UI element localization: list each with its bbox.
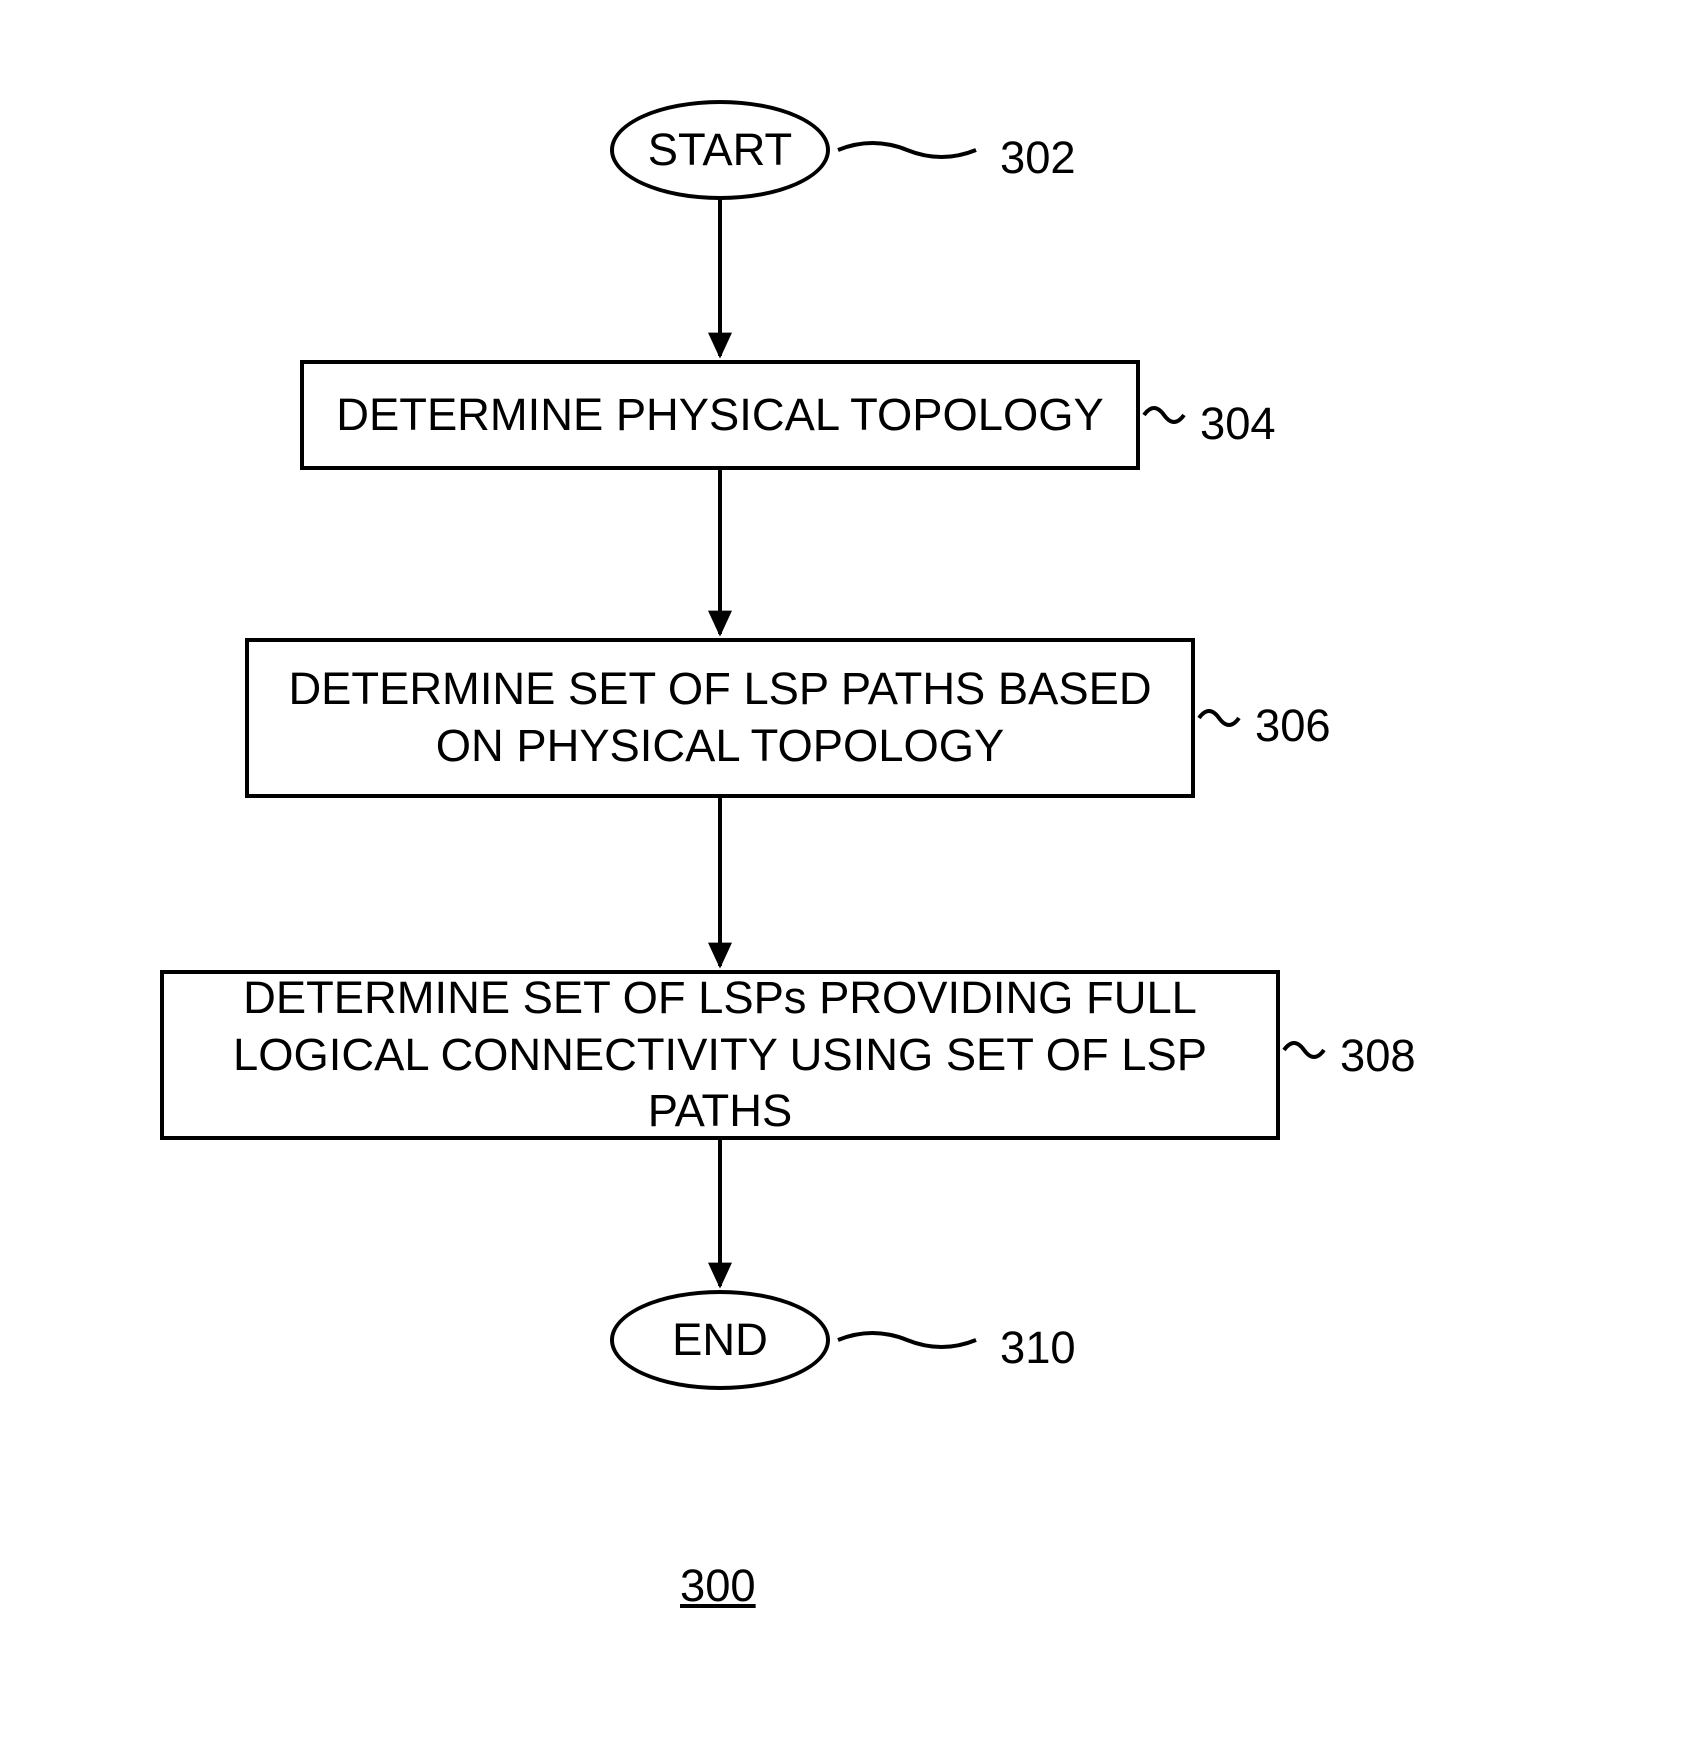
ref-label-302: 302 xyxy=(1000,132,1076,184)
process-304: DETERMINE PHYSICAL TOPOLOGY xyxy=(300,360,1140,470)
ref-label-310: 310 xyxy=(1000,1322,1076,1374)
ref-label-304: 304 xyxy=(1200,398,1276,450)
flowchart-canvas: START DETERMINE PHYSICAL TOPOLOGY DETERM… xyxy=(0,0,1688,1753)
ref-label-306: 306 xyxy=(1255,700,1331,752)
process-306-text: DETERMINE SET OF LSP PATHS BASED ON PHYS… xyxy=(269,661,1171,774)
figure-number: 300 xyxy=(680,1560,756,1612)
start-text: START xyxy=(648,124,792,176)
process-308-text: DETERMINE SET OF LSPs PROVIDING FULL LOG… xyxy=(184,970,1256,1140)
process-306: DETERMINE SET OF LSP PATHS BASED ON PHYS… xyxy=(245,638,1195,798)
ref-label-308: 308 xyxy=(1340,1030,1416,1082)
process-308: DETERMINE SET OF LSPs PROVIDING FULL LOG… xyxy=(160,970,1280,1140)
end-text: END xyxy=(672,1314,768,1366)
start-terminator: START xyxy=(610,100,830,200)
connectors-overlay xyxy=(0,0,1688,1753)
process-304-text: DETERMINE PHYSICAL TOPOLOGY xyxy=(336,387,1103,444)
end-terminator: END xyxy=(610,1290,830,1390)
